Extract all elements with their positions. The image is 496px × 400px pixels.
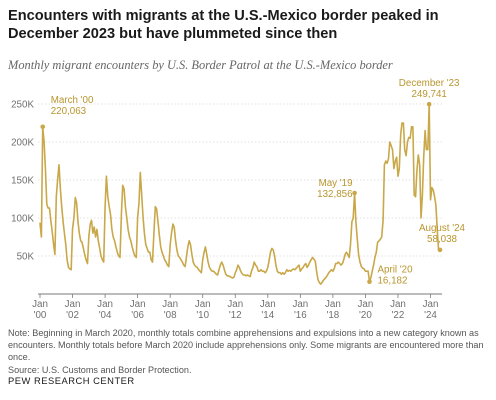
x-tick-label-month: Jan (390, 299, 406, 310)
source-line: Source: U.S. Customs and Border Protecti… (8, 364, 192, 375)
annotation-label: 16,182 (377, 276, 407, 287)
x-tick-label-year: '08 (164, 310, 177, 321)
chart-note: Note: Beginning in March 2020, monthly t… (8, 327, 492, 376)
y-tick-label: 250K (11, 100, 34, 111)
y-tick-label: 50K (17, 252, 35, 263)
x-tick-label-month: Jan (358, 299, 374, 310)
series-line (39, 103, 441, 285)
x-tick-label-year: '00 (34, 310, 47, 321)
x-tick-label-month: Jan (162, 299, 178, 310)
x-tick-label-month: Jan (423, 299, 439, 310)
x-tick-label-month: Jan (97, 299, 113, 310)
brand-logo-text: PEW RESEARCH CENTER (8, 375, 135, 386)
annotation-point (426, 101, 432, 107)
x-tick-label-month: Jan (32, 299, 48, 310)
x-tick-label-year: '12 (229, 310, 242, 321)
x-tick-label-year: '16 (294, 310, 307, 321)
x-tick-label-year: '14 (261, 310, 274, 321)
y-tick-label: 200K (11, 138, 34, 149)
x-tick-label-year: '04 (99, 310, 112, 321)
x-tick-label-month: Jan (130, 299, 146, 310)
note-line-1: Note: Beginning in March 2020, monthly t… (8, 328, 479, 338)
x-axis: Jan'00Jan'02Jan'04Jan'06Jan'08Jan'10Jan'… (32, 293, 442, 321)
annotation-point (352, 190, 357, 196)
x-tick-label-year: '18 (326, 310, 339, 321)
x-tick-label-year: '06 (131, 310, 144, 321)
y-axis: 50K 100K 150K 200K 250K (11, 100, 34, 263)
y-tick-label: 150K (11, 176, 34, 187)
x-tick-label-year: '22 (392, 310, 405, 321)
annotation-label: March '00 (51, 95, 94, 106)
chart-subtitle: Monthly migrant encounters by U.S. Borde… (8, 58, 393, 72)
x-tick-label-year: '24 (424, 310, 437, 321)
x-tick-label-month: Jan (325, 299, 341, 310)
y-tick-label: 100K (11, 214, 34, 225)
annotation-point (367, 279, 372, 285)
annotation-label: May '19 (319, 178, 353, 189)
x-tick-label-year: '20 (359, 310, 372, 321)
x-tick-label-month: Jan (195, 299, 211, 310)
annotation-label: 132,856 (317, 189, 353, 200)
x-tick-label-month: Jan (227, 299, 243, 310)
x-tick-label-month: Jan (292, 299, 308, 310)
note-line-2: encounters. Monthly totals before March … (8, 340, 484, 363)
annotation-label: August '24 (419, 223, 466, 234)
annotation-point (437, 247, 443, 253)
x-tick-label-year: '10 (196, 310, 209, 321)
annotation-point (40, 124, 46, 130)
annotation-label: 220,063 (51, 106, 87, 117)
annotation-label: 58,038 (427, 234, 458, 245)
x-tick-label-month: Jan (65, 299, 81, 310)
x-tick-label-year: '02 (66, 310, 79, 321)
annotation-label: 249,741 (411, 89, 446, 100)
annotation-label: December '23 (399, 78, 460, 89)
series-layer (39, 103, 441, 285)
annotation-label: April '20 (377, 265, 413, 276)
chart-title: Encounters with migrants at the U.S.-Mex… (8, 8, 439, 42)
x-tick-label-month: Jan (260, 299, 276, 310)
